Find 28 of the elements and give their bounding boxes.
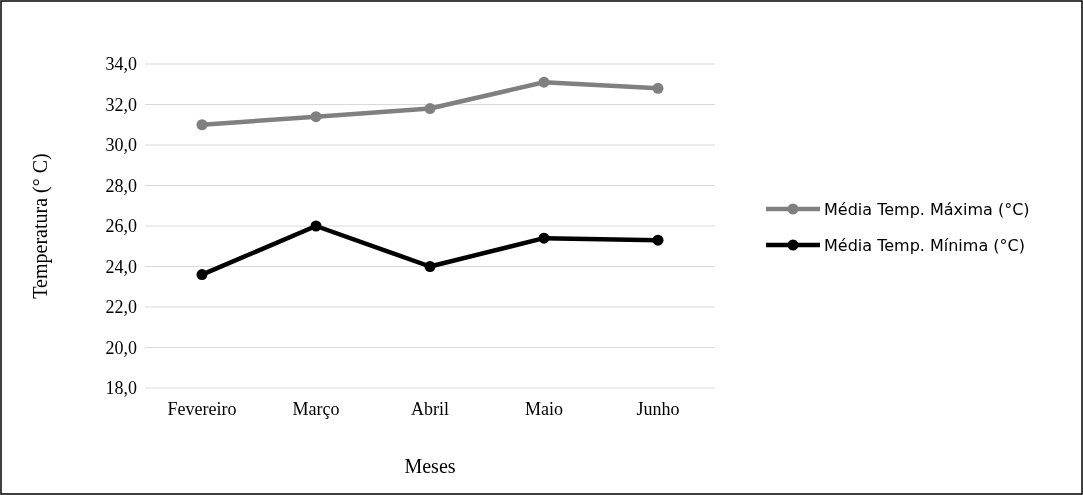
point	[652, 82, 664, 94]
x-tick-label: Junho	[636, 399, 680, 419]
point	[652, 234, 664, 246]
y-tick-label: 20,0	[105, 337, 137, 358]
point	[424, 261, 436, 272]
point	[538, 232, 550, 244]
y-tick-label: 18,0	[105, 378, 137, 399]
point	[196, 119, 208, 131]
point	[196, 269, 208, 281]
point	[538, 76, 550, 88]
x-axis-title: Meses	[404, 455, 456, 477]
y-tick-label: 32,0	[105, 94, 137, 115]
y-tick-label: 26,0	[105, 216, 137, 237]
x-tick-label: Abril	[411, 399, 449, 419]
point	[424, 103, 436, 115]
y-tick-label: 24,0	[105, 256, 137, 277]
y-tick-label: 28,0	[105, 175, 137, 196]
legend-label: Média Temp. Mínima (°C)	[824, 235, 1025, 255]
legend-label: Média Temp. Máxima (°C)	[824, 199, 1030, 219]
y-tick-label: 30,0	[105, 135, 137, 156]
x-tick-label: Fevereiro	[167, 399, 237, 419]
y-axis-title: Temperatura (° C)	[29, 153, 52, 299]
point	[310, 111, 322, 123]
y-tick-label: 22,0	[105, 297, 137, 318]
y-tick-label: 34,0	[105, 54, 137, 75]
x-tick-label: Maio	[525, 399, 563, 419]
x-tick-label: Março	[292, 399, 340, 419]
point	[310, 220, 322, 232]
